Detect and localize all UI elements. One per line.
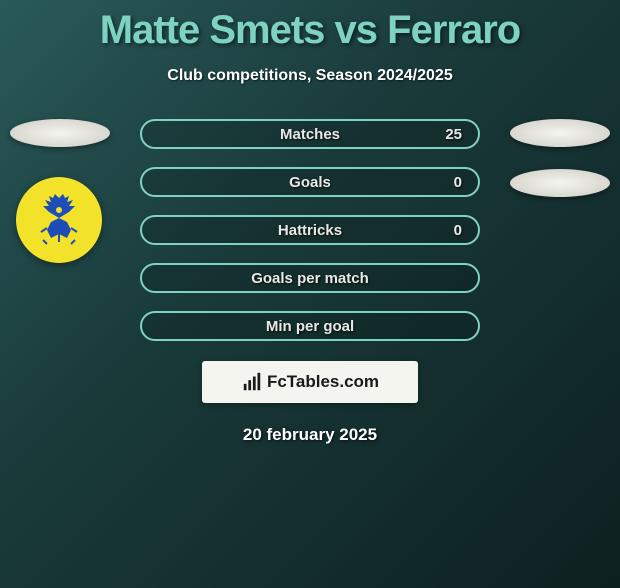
- player-placeholder-right-2: [510, 169, 610, 197]
- player-placeholder-left: [10, 119, 110, 147]
- player-placeholder-right-1: [510, 119, 610, 147]
- branding-box: FcTables.com: [202, 361, 418, 403]
- stat-value: 0: [454, 174, 462, 191]
- subtitle: Club competitions, Season 2024/2025: [0, 67, 620, 85]
- stat-row-min-per-goal: Min per goal: [140, 311, 480, 341]
- content-area: Matches 25 Goals 0 Hattricks 0 Goals per…: [0, 119, 620, 445]
- eagle-crest-icon: [29, 190, 89, 250]
- stat-row-hattricks: Hattricks 0: [140, 215, 480, 245]
- stat-value: 0: [454, 222, 462, 239]
- club-badge: [16, 177, 102, 263]
- stat-label: Min per goal: [266, 318, 354, 335]
- stat-row-goals-per-match: Goals per match: [140, 263, 480, 293]
- stat-label: Matches: [280, 126, 340, 143]
- branding-text: FcTables.com: [267, 372, 379, 392]
- stat-label: Goals: [289, 174, 331, 191]
- bar-chart-icon: [241, 371, 263, 393]
- page-title: Matte Smets vs Ferraro: [0, 8, 620, 53]
- stat-label: Goals per match: [251, 270, 369, 287]
- stat-value: 25: [445, 126, 462, 143]
- stat-label: Hattricks: [278, 222, 342, 239]
- stat-row-matches: Matches 25: [140, 119, 480, 149]
- date-text: 20 february 2025: [0, 425, 620, 445]
- stat-row-goals: Goals 0: [140, 167, 480, 197]
